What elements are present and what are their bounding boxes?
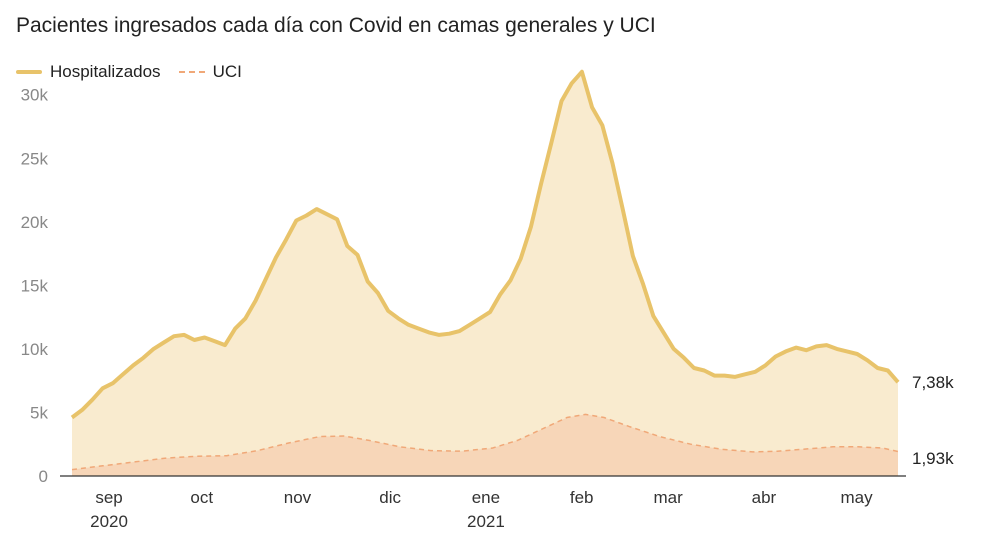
x-tick-label: oct <box>190 488 213 507</box>
legend-swatch-hospitalizados <box>16 70 42 74</box>
uci-line <box>71 413 899 471</box>
x-tick-label: sep <box>95 488 122 507</box>
legend-label-hospitalizados: Hospitalizados <box>50 62 161 81</box>
hospitalizados-line <box>70 69 900 420</box>
legend: Hospitalizados UCI <box>16 62 260 82</box>
x-tick-label: may <box>841 488 874 507</box>
chart-title: Pacientes ingresados cada día con Covid … <box>16 14 656 37</box>
legend-label-uci: UCI <box>212 62 242 81</box>
x-tick-year-label: 2020 <box>90 512 128 531</box>
legend-item-hospitalizados: Hospitalizados <box>16 62 161 82</box>
y-tick-label: 5k <box>30 403 48 422</box>
x-tick-label: mar <box>654 488 684 507</box>
y-tick-label: 10k <box>21 340 49 359</box>
hospitalizados-area <box>72 71 898 477</box>
hospitalizados-end-label: 7,38k <box>912 373 954 392</box>
x-tick-label: nov <box>284 488 312 507</box>
y-tick-label: 20k <box>21 213 49 232</box>
uci-end-label: 1,93k <box>912 449 954 468</box>
uci-area <box>72 414 898 476</box>
x-tick-label: feb <box>570 488 594 507</box>
x-tick-year-label: 2021 <box>467 512 505 531</box>
legend-item-uci: UCI <box>178 62 242 82</box>
y-tick-label: 15k <box>21 276 49 295</box>
legend-swatch-uci <box>178 71 205 73</box>
y-tick-label: 25k <box>21 149 49 168</box>
x-tick-label: ene <box>472 488 500 507</box>
x-tick-label: dic <box>379 488 401 507</box>
x-tick-label: abr <box>752 488 777 507</box>
y-tick-label: 30k <box>21 86 49 105</box>
y-tick-label: 0 <box>39 467 48 486</box>
